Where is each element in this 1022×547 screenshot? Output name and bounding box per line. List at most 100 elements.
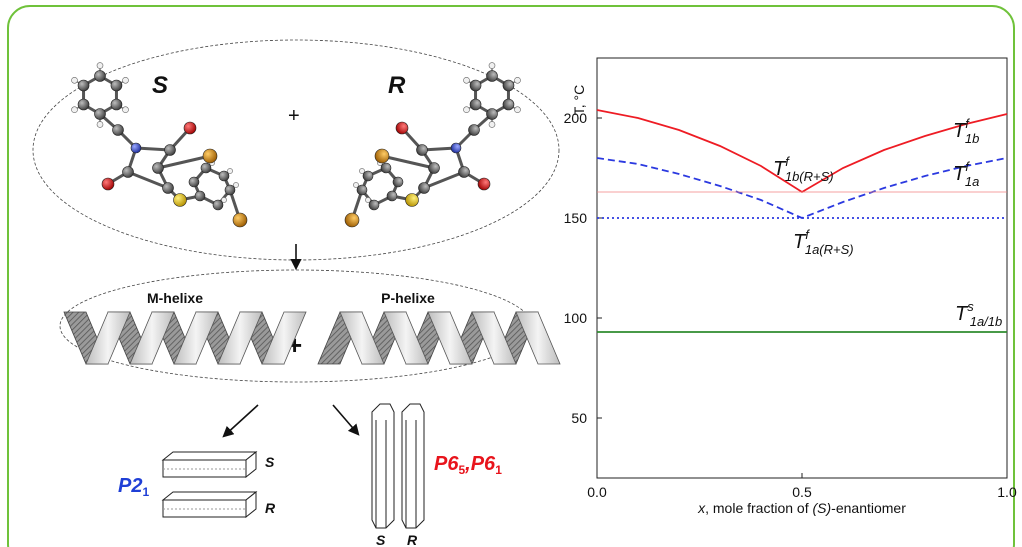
carbon-atom <box>468 124 480 136</box>
hydrogen-atom <box>488 121 496 128</box>
t1a-rs-sup: f <box>805 227 810 242</box>
hydrogen-atom <box>227 168 233 174</box>
carbon-atom <box>194 190 206 202</box>
sg1-base: P2 <box>118 475 142 497</box>
crystal-s-label: S <box>265 454 275 470</box>
hydrogen-atom <box>122 106 129 114</box>
figure-frame <box>7 5 1015 547</box>
carbon-atom <box>356 184 368 196</box>
nitrogen-atom <box>130 142 142 154</box>
helix-front-strand <box>471 311 517 365</box>
annotation-ts: Ts 1a/1b <box>955 299 1002 329</box>
carbon-atom <box>392 176 404 188</box>
helix-front-strand <box>85 311 131 365</box>
annotation-t1a-rs: Tf 1a(R+S) <box>793 227 854 257</box>
t1a-rs-base: T <box>793 231 807 253</box>
carbon-atom <box>380 162 392 174</box>
bromine-atom <box>344 212 360 228</box>
hydrogen-atom <box>122 76 129 84</box>
y-tick-label: 200 <box>564 110 588 126</box>
phase-diagram: 0.0 0.5 1.0 50 100 150 200 T, °C x, mole frac… <box>564 57 1017 516</box>
ts-sub: 1a/1b <box>970 314 1003 329</box>
y-axis-label: T, °C <box>571 85 587 116</box>
sg1-sub: 1 <box>142 485 149 499</box>
carbon-atom <box>362 170 374 182</box>
y-tick-label: 50 <box>571 410 587 426</box>
prism-s-label: S <box>376 532 386 547</box>
t1b-base: T <box>953 120 967 142</box>
ts-sup: s <box>967 299 974 314</box>
molecule-models <box>71 62 521 228</box>
carbon-atom <box>152 162 164 174</box>
bromine-atom <box>202 148 218 164</box>
carbon-atom <box>94 70 106 82</box>
enantiomer-plus-sign: + <box>288 105 300 127</box>
hydrogen-atom <box>96 121 104 128</box>
series-lines <box>596 109 1008 333</box>
x-label-mid: , mole fraction of <box>705 500 812 516</box>
x-tick-label: 0.0 <box>587 484 607 500</box>
oxygen-atom <box>183 121 197 135</box>
x-axis-label: x, mole fraction of (S)-enantiomer <box>697 500 906 516</box>
carbon-atom <box>224 184 236 196</box>
hydrogen-atom <box>463 76 470 84</box>
x-label-prefix: x <box>697 500 706 516</box>
t1b-rs-sup: f <box>785 154 790 169</box>
p-helix-label: P-helixe <box>381 290 435 306</box>
x-axis-ticks: 0.0 0.5 1.0 <box>587 473 1017 500</box>
molecule-r <box>344 62 521 228</box>
oxygen-atom <box>101 177 115 191</box>
hydrogen-atom <box>463 106 470 114</box>
carbon-atom <box>386 190 398 202</box>
ts-base: T <box>955 303 969 325</box>
carbon-atom <box>164 144 176 156</box>
molecule-s <box>71 62 248 228</box>
bond <box>423 170 465 190</box>
helix-front-strand <box>261 311 307 365</box>
hydrogen-atom <box>359 168 365 174</box>
bond <box>381 154 435 170</box>
hydrogen-atom <box>353 182 359 188</box>
hydrogen-atom <box>514 106 521 114</box>
helix-front-strand <box>129 311 175 365</box>
x-label-italic: (S) <box>813 500 832 516</box>
crystal-r <box>161 490 258 519</box>
carbon-atom <box>110 79 123 92</box>
carbon-atom <box>77 79 90 92</box>
carbon-atom <box>458 166 470 178</box>
helix-front-strand <box>339 311 385 365</box>
m-helix-ribbon <box>63 311 307 365</box>
carbon-atom <box>368 199 380 211</box>
helix-front-strand <box>515 311 561 365</box>
annotation-t1b-rs: Tf 1b(R+S) <box>773 154 834 184</box>
bond <box>127 170 169 190</box>
bond <box>157 154 211 170</box>
helix-front-strand <box>217 311 263 365</box>
sg2-b-base: P6 <box>471 453 496 475</box>
m-helix-label: M-helixe <box>147 290 203 306</box>
carbon-atom <box>418 182 430 194</box>
enantiomer-s-label: S <box>152 72 168 99</box>
helix-front-strand <box>427 311 473 365</box>
hydrogen-atom <box>221 197 227 203</box>
scheme: S + R M-helixe P-helixe + S R <box>32 39 561 547</box>
t1b-sub: 1b <box>965 131 979 146</box>
t1b-sup: f <box>965 116 970 131</box>
helix-front-strand <box>173 311 219 365</box>
bromine-atom <box>232 212 248 228</box>
y-tick-label: 100 <box>564 310 588 326</box>
p-helix-ribbon <box>317 311 561 365</box>
arrow-to-p21 <box>222 404 259 438</box>
carbon-atom <box>486 108 498 120</box>
t1a-sup: f <box>965 159 970 174</box>
prism-r-label: R <box>407 532 418 547</box>
sulfur-atom <box>405 193 419 207</box>
carbon-atom <box>188 176 200 188</box>
t1a-base: T <box>953 163 967 185</box>
sg2-a-base: P6 <box>434 453 459 475</box>
prism-r <box>401 403 425 529</box>
space-group-p65-p61: P65,P61 <box>434 453 502 477</box>
annotation-t1b: Tf 1b <box>953 116 979 146</box>
oxygen-atom <box>395 121 409 135</box>
